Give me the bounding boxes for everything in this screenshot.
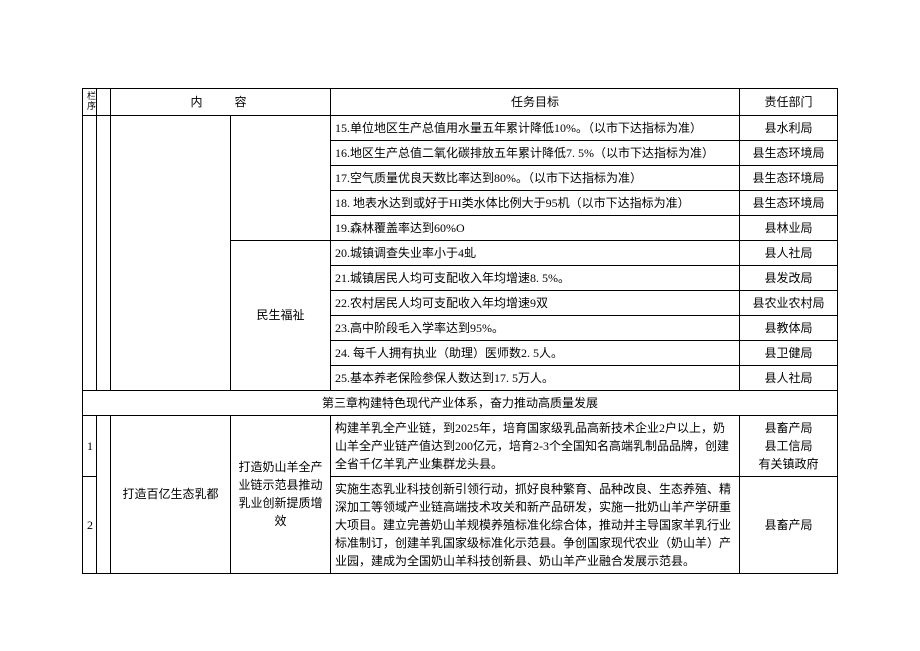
cell-minsheng-label: 民生福祉 — [231, 240, 331, 390]
cell-idx-blank — [83, 115, 97, 390]
cell-task: 16.地区生产总值二氧化碳排放五年累计降低7. 5%（以市下达指标为准） — [331, 140, 740, 165]
cell-task: 21.城镇居民人均可支配收入年均增速8. 5%。 — [331, 265, 740, 290]
table-row: 15.单位地区生产总值用水量五年累计降低10%。（以市下达指标为准） 县水利局 — [83, 115, 838, 140]
cell-task: 22.农村居民人均可支配收入年均增速9双 — [331, 290, 740, 315]
chapter-title: 第三章构建特色现代产业体系，奋力推动高质量发展 — [83, 390, 838, 415]
cell-content-blank — [111, 115, 231, 390]
cell-sub-label: 打造奶山羊全产业链示范县推动乳业创新提质增效 — [231, 415, 331, 573]
chapter-row: 第三章构建特色现代产业体系，奋力推动高质量发展 — [83, 390, 838, 415]
cell-task: 实施生态乳业科技创新引领行动，抓好良种繁育、品种改良、生态养殖、精深加工等领域产… — [331, 476, 740, 573]
header-sub — [97, 89, 111, 116]
header-task: 任务目标 — [331, 89, 740, 116]
cell-sub2-blank — [231, 115, 331, 240]
cell-dept: 县畜产局县工信局有关镇政府 — [740, 415, 838, 476]
cell-dept: 县畜产局 — [740, 476, 838, 573]
cell-main-label: 打造百亿生态乳都 — [111, 415, 231, 573]
cell-task: 18. 地表水达到或好于HI类水体比例大于95机（以市下达指标为准） — [331, 190, 740, 215]
cell-sub-blank2 — [97, 415, 111, 573]
cell-task: 15.单位地区生产总值用水量五年累计降低10%。（以市下达指标为准） — [331, 115, 740, 140]
header-idx: 栏 序 — [83, 89, 97, 116]
header-dept: 责任部门 — [740, 89, 838, 116]
header-idx-top: 栏 — [87, 91, 96, 101]
cell-dept: 县教体局 — [740, 315, 838, 340]
cell-task: 17.空气质量优良天数比率达到80%。（以市下达指标为准） — [331, 165, 740, 190]
policy-table: 栏 序 内容 任务目标 责任部门 15.单位地区生产总值用水量五年累计降低10%… — [82, 88, 838, 574]
cell-task: 19.森林覆盖率达到60%O — [331, 215, 740, 240]
cell-dept: 县人社局 — [740, 365, 838, 390]
cell-dept: 县生态环境局 — [740, 190, 838, 215]
cell-task: 23.高中阶段毛入学率达到95%。 — [331, 315, 740, 340]
header-row: 栏 序 内容 任务目标 责任部门 — [83, 89, 838, 116]
cell-dept: 县生态环境局 — [740, 140, 838, 165]
cell-dept: 县卫健局 — [740, 340, 838, 365]
header-content: 内容 — [111, 89, 331, 116]
cell-task: 20.城镇调查失业率小于4虬 — [331, 240, 740, 265]
cell-idx: 1 — [83, 415, 97, 476]
cell-task: 24. 每千人拥有执业（助理）医师数2. 5人。 — [331, 340, 740, 365]
cell-task: 25.基本养老保险参保人数达到17. 5万人。 — [331, 365, 740, 390]
cell-idx: 2 — [83, 476, 97, 573]
table-row: 1 打造百亿生态乳都 打造奶山羊全产业链示范县推动乳业创新提质增效 构建羊乳全产… — [83, 415, 838, 476]
cell-dept: 县水利局 — [740, 115, 838, 140]
cell-dept: 县生态环境局 — [740, 165, 838, 190]
header-idx-bot: 序 — [87, 101, 96, 111]
cell-task: 构建羊乳全产业链，到2025年，培育国家级乳品高新技术企业2户以上，奶山羊全产业… — [331, 415, 740, 476]
cell-dept: 县人社局 — [740, 240, 838, 265]
cell-dept: 县农业农村局 — [740, 290, 838, 315]
cell-sub-blank — [97, 115, 111, 390]
cell-dept: 县发改局 — [740, 265, 838, 290]
cell-dept: 县林业局 — [740, 215, 838, 240]
